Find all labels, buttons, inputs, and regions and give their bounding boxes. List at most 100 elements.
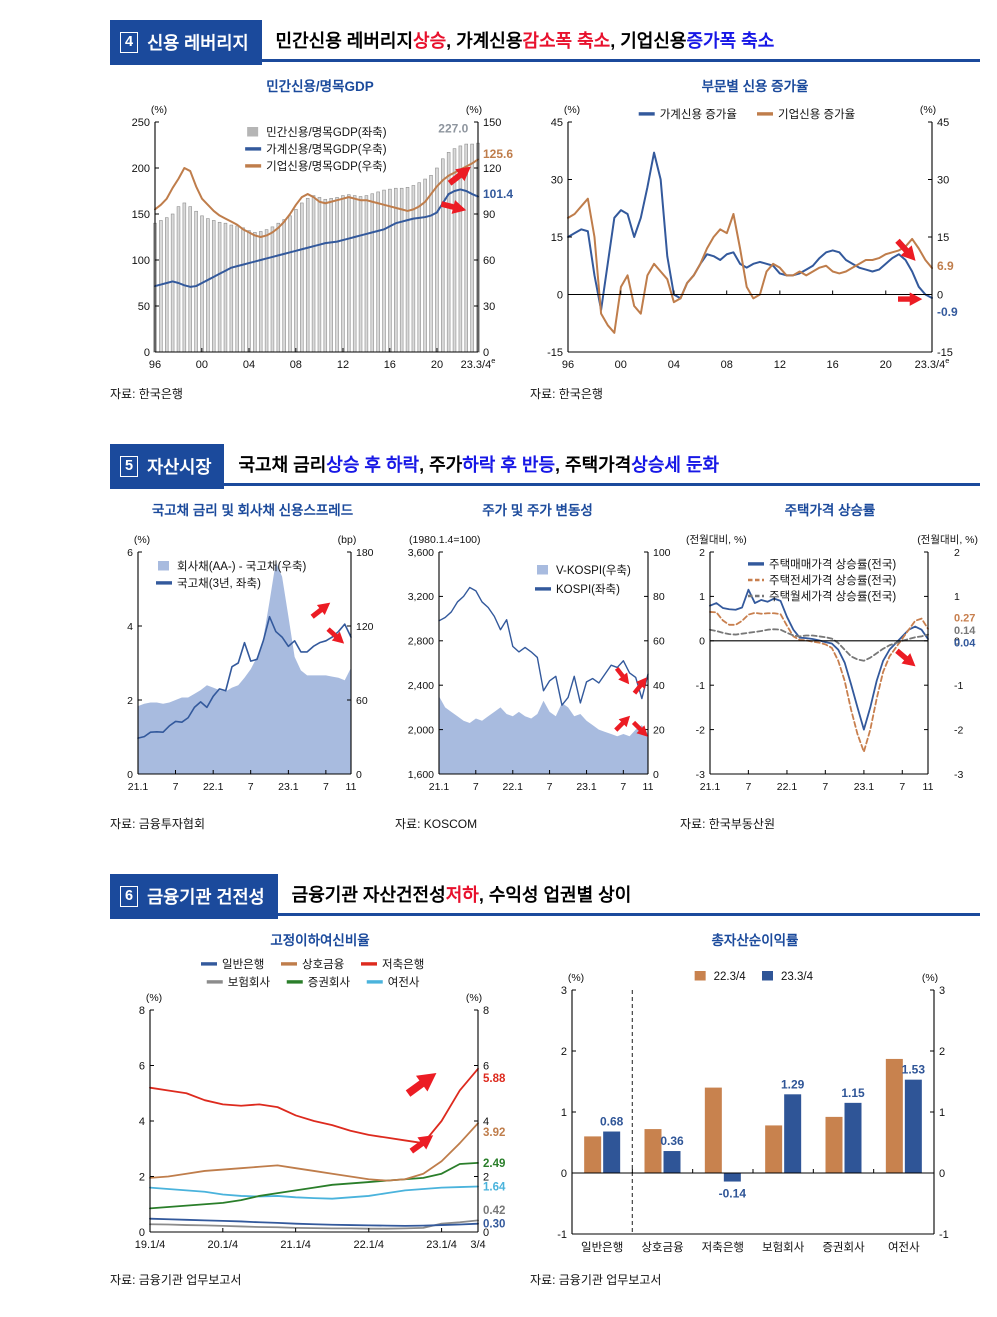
svg-text:KOSPI(좌축): KOSPI(좌축) [556, 583, 620, 596]
svg-text:6: 6 [483, 1060, 489, 1072]
section-badge: 6 금융기관 건전성 [110, 874, 278, 919]
chart-figure-private-credit-gdp: 민간신용/명목GDP 0 50 100 150 200 250 0 30 60 90 120 150 9… [110, 73, 530, 402]
chart-canvas-credit-growth: -15 0 15 30 45 -15 0 15 30 45 96 00 04 08 12 16 20 23.3/4… [547, 104, 958, 371]
chart-title: 부문별 신용 증가율 [701, 79, 809, 94]
svg-text:일반은행: 일반은행 [222, 957, 264, 971]
svg-text:60: 60 [356, 695, 368, 707]
headline-segment: , 기업신용 [610, 30, 687, 51]
svg-text:주택매매가격 상승률(전국): 주택매매가격 상승률(전국) [769, 557, 896, 571]
svg-text:0: 0 [557, 289, 563, 301]
svg-text:2: 2 [139, 1171, 145, 1183]
svg-text:가계신용 증가율: 가계신용 증가율 [660, 108, 737, 121]
svg-text:0.36: 0.36 [660, 1134, 684, 1148]
chart-title: 총자산순이익률 [711, 933, 799, 948]
headline-segment: 하락 후 반등 [462, 454, 556, 475]
section-header: 4 신용 레버리지 민간신용 레버리지 상승, 가계신용 감소폭 축소, 기업신… [110, 20, 980, 65]
svg-text:120: 120 [356, 621, 374, 633]
svg-text:여전사: 여전사 [388, 976, 420, 989]
svg-text:12: 12 [337, 359, 349, 371]
svg-text:(%): (%) [564, 104, 580, 116]
svg-text:180: 180 [356, 547, 374, 559]
section-number-box: 6 [120, 886, 139, 907]
svg-text:3: 3 [561, 985, 567, 997]
chart-canvas-roa: 0.68 0.36 -0.14 1.29 1.15 1.53 일반은행 상호금융 저축은행 보험회… [557, 971, 949, 1254]
svg-text:7: 7 [620, 781, 626, 793]
svg-text:-3: -3 [954, 769, 963, 781]
svg-text:2: 2 [127, 695, 133, 707]
svg-text:증권회사: 증권회사 [308, 976, 351, 989]
headline-segment: 증가폭 축소 [686, 30, 775, 51]
svg-text:150: 150 [132, 209, 150, 221]
svg-text:16: 16 [384, 359, 396, 371]
svg-text:150: 150 [483, 117, 501, 129]
chart-figure-housing: 주택가격 상승률 -3 -2 -1 0 1 2 -3 -2 -1 0 1 2 21.1 7 22.1 7 23.… [680, 497, 980, 832]
section-number-box: 5 [120, 456, 139, 477]
svg-text:60: 60 [483, 255, 495, 267]
svg-text:(%): (%) [134, 534, 150, 546]
svg-text:0: 0 [127, 769, 133, 781]
svg-text:08: 08 [290, 359, 302, 371]
svg-text:60: 60 [653, 636, 665, 648]
svg-text:(전월대비, %): (전월대비, %) [686, 534, 747, 546]
svg-text:5.88: 5.88 [483, 1073, 506, 1085]
svg-text:21.1: 21.1 [429, 781, 450, 793]
svg-text:80: 80 [653, 591, 665, 603]
section-headline: 국고채 금리 상승 후 하락, 주가 하락 후 반등, 주택가격 상승세 둔화 [224, 444, 980, 486]
svg-text:보험회사: 보험회사 [762, 1241, 805, 1254]
chart-source: 자료: 한국부동산원 [680, 817, 775, 831]
svg-text:1: 1 [561, 1107, 567, 1119]
chart-source: 자료: 한국은행 [530, 387, 603, 401]
chart-source: 자료: 금융기관 업무보고서 [110, 1273, 242, 1287]
section-financial-soundness: 6 금융기관 건전성 금융기관 자산건전성 저하, 수익성 업권별 상이 고정이… [110, 874, 980, 1288]
svg-text:1: 1 [939, 1107, 945, 1119]
svg-text:0.14: 0.14 [954, 625, 976, 637]
headline-segment: , 가계신용 [446, 30, 523, 51]
svg-text:120: 120 [483, 163, 501, 175]
svg-text:23.1: 23.1 [278, 781, 299, 793]
section-badge: 5 자산시장 [110, 444, 225, 489]
svg-text:0.68: 0.68 [600, 1115, 624, 1129]
svg-text:-2: -2 [954, 724, 963, 736]
svg-text:23.3/4e: 23.3/4e [915, 356, 950, 371]
section-credit-leverage: 4 신용 레버리지 민간신용 레버리지 상승, 가계신용 감소폭 축소, 기업신… [110, 20, 980, 402]
svg-text:3/4: 3/4 [470, 1239, 485, 1251]
svg-text:-1: -1 [696, 680, 705, 692]
svg-text:2: 2 [699, 547, 705, 559]
svg-text:90: 90 [483, 209, 495, 221]
headline-segment: , 주가 [419, 454, 463, 475]
svg-text:12: 12 [774, 359, 786, 371]
headline-segment: 상승 후 하락 [326, 454, 420, 475]
svg-text:일반은행: 일반은행 [581, 1240, 623, 1254]
chart-figure-npl-ratio: 고정이하여신비율 0 2 4 6 8 0 2 4 6 8 19.1/4 20.1/4 21.1/4 22.… [110, 927, 530, 1288]
svg-text:0: 0 [356, 769, 362, 781]
svg-text:(%): (%) [466, 104, 482, 116]
svg-text:23.1: 23.1 [576, 781, 597, 793]
svg-text:주택월세가격 상승률(전국): 주택월세가격 상승률(전국) [769, 589, 896, 603]
svg-text:6: 6 [139, 1060, 145, 1072]
svg-text:21.1/4: 21.1/4 [280, 1239, 311, 1251]
svg-text:민간신용/명목GDP(좌축): 민간신용/명목GDP(좌축) [266, 126, 387, 139]
svg-text:101.4: 101.4 [483, 187, 513, 201]
chart-source: 자료: KOSCOM [395, 817, 478, 831]
section-headline: 민간신용 레버리지 상승, 가계신용 감소폭 축소, 기업신용 증가폭 축소 [261, 20, 980, 62]
svg-text:2: 2 [954, 547, 960, 559]
section-header: 5 자산시장 국고채 금리 상승 후 하락, 주가 하락 후 반등, 주택가격 … [110, 444, 980, 489]
svg-text:0: 0 [561, 1168, 567, 1180]
svg-text:2: 2 [939, 1046, 945, 1058]
svg-text:23.1: 23.1 [854, 781, 875, 793]
svg-text:(%): (%) [466, 992, 482, 1004]
svg-text:6: 6 [127, 547, 133, 559]
svg-text:45: 45 [551, 117, 563, 129]
headline-segment: , 주택가격 [555, 454, 632, 475]
svg-text:15: 15 [551, 232, 563, 244]
chart-title: 고정이하여신비율 [270, 933, 370, 948]
svg-text:96: 96 [562, 359, 574, 371]
svg-text:11: 11 [923, 781, 934, 793]
svg-text:(bp): (bp) [338, 534, 357, 546]
svg-text:8: 8 [483, 1005, 489, 1017]
chart-title: 주가 및 주가 변동성 [482, 503, 593, 518]
svg-text:국고채(3년, 좌축): 국고채(3년, 좌축) [177, 577, 261, 590]
svg-text:96: 96 [149, 359, 161, 371]
svg-text:19.1/4: 19.1/4 [135, 1239, 166, 1251]
svg-text:0: 0 [939, 1168, 945, 1180]
